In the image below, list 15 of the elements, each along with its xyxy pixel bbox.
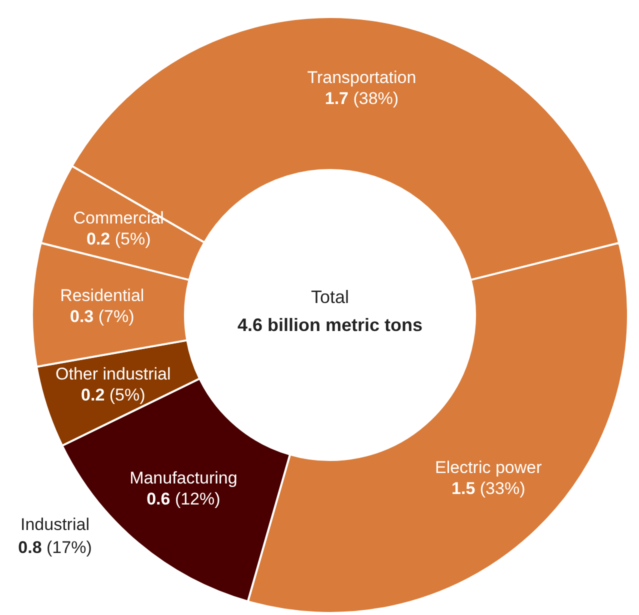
text: Industrial 0.8 (17%) <box>18 515 92 557</box>
slice-label: Other industrial <box>56 364 171 384</box>
slice-label: Commercial <box>73 208 164 228</box>
data-label: 0.2 (5%) <box>81 385 146 404</box>
text: Total <box>310 287 350 307</box>
slice-label: Electric power <box>435 458 542 478</box>
data-label: 1.7 (38%) <box>324 89 399 108</box>
data-label: 0.6 (12%) <box>146 490 220 509</box>
data-label: 1.5 (33%) <box>452 479 526 498</box>
text: 4.6 billion metric tons <box>237 315 423 335</box>
data-label: 0.3 (7%) <box>70 307 134 326</box>
data-label: 0.2 (5%) <box>86 230 151 249</box>
slice-label: Transportation <box>307 68 416 88</box>
slice-label: Residential <box>60 286 144 306</box>
slice-label: Manufacturing <box>130 468 238 488</box>
